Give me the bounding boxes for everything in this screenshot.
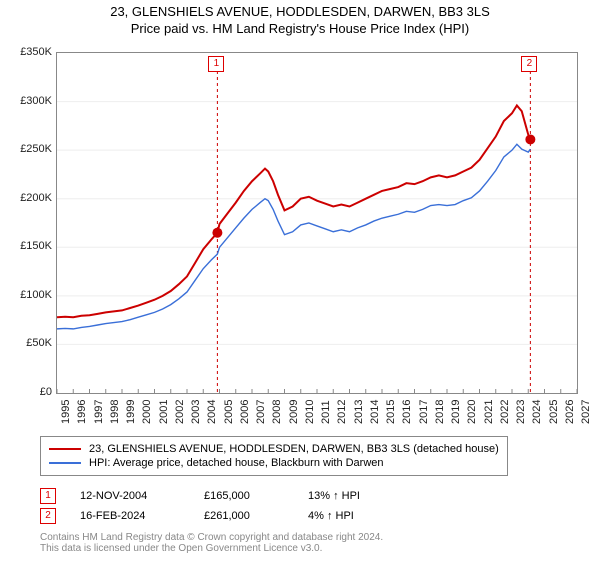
x-axis-tick-label: 2004 bbox=[206, 400, 218, 424]
x-axis-tick-label: 1999 bbox=[125, 400, 137, 424]
title-address: 23, GLENSHIELS AVENUE, HODDLESDEN, DARWE… bbox=[0, 4, 600, 19]
transactions-table: 1 12-NOV-2004 £165,000 13% ↑ HPI 2 16-FE… bbox=[40, 484, 388, 528]
legend-swatch-hpi bbox=[49, 462, 81, 464]
title-subtitle: Price paid vs. HM Land Registry's House … bbox=[0, 21, 600, 36]
legend-swatch-price-paid bbox=[49, 448, 81, 450]
x-axis-tick-label: 2025 bbox=[548, 400, 560, 424]
footer-line-2: This data is licensed under the Open Gov… bbox=[40, 543, 383, 554]
x-axis-tick-label: 2016 bbox=[401, 400, 413, 424]
legend-label-hpi: HPI: Average price, detached house, Blac… bbox=[89, 457, 384, 469]
x-axis-tick-label: 1996 bbox=[76, 400, 88, 424]
x-axis-tick-label: 2014 bbox=[369, 400, 381, 424]
x-axis-tick-label: 1997 bbox=[93, 400, 105, 424]
x-axis-tick-label: 2007 bbox=[255, 400, 267, 424]
legend-box: 23, GLENSHIELS AVENUE, HODDLESDEN, DARWE… bbox=[40, 436, 508, 476]
y-axis-tick-label: £150K bbox=[4, 240, 52, 252]
x-axis-tick-label: 2026 bbox=[564, 400, 576, 424]
x-axis-tick-label: 2020 bbox=[466, 400, 478, 424]
transaction-date: 12-NOV-2004 bbox=[80, 490, 180, 502]
x-axis-tick-label: 2002 bbox=[174, 400, 186, 424]
chart-area bbox=[56, 52, 578, 394]
x-axis-tick-label: 2009 bbox=[288, 400, 300, 424]
x-axis-tick-label: 2006 bbox=[239, 400, 251, 424]
x-axis-tick-label: 2013 bbox=[353, 400, 365, 424]
table-row: 2 16-FEB-2024 £261,000 4% ↑ HPI bbox=[40, 508, 388, 524]
x-axis-tick-label: 2012 bbox=[336, 400, 348, 424]
y-axis-tick-label: £200K bbox=[4, 192, 52, 204]
x-axis-tick-label: 2027 bbox=[580, 400, 592, 424]
x-axis-tick-label: 2010 bbox=[304, 400, 316, 424]
y-axis-tick-label: £0 bbox=[4, 386, 52, 398]
y-axis-tick-label: £100K bbox=[4, 289, 52, 301]
table-row: 1 12-NOV-2004 £165,000 13% ↑ HPI bbox=[40, 488, 388, 504]
x-axis-tick-label: 2000 bbox=[141, 400, 153, 424]
event-marker-icon: 1 bbox=[208, 56, 224, 72]
transaction-price: £261,000 bbox=[204, 510, 284, 522]
x-axis-tick-label: 2023 bbox=[515, 400, 527, 424]
legend-row-hpi: HPI: Average price, detached house, Blac… bbox=[49, 457, 499, 469]
y-axis-tick-label: £350K bbox=[4, 46, 52, 58]
transaction-hpi-delta: 13% ↑ HPI bbox=[308, 490, 388, 502]
y-axis-tick-label: £250K bbox=[4, 143, 52, 155]
x-axis-tick-label: 2024 bbox=[531, 400, 543, 424]
transaction-marker-icon: 2 bbox=[40, 508, 56, 524]
transaction-price: £165,000 bbox=[204, 490, 284, 502]
x-axis-tick-label: 2018 bbox=[434, 400, 446, 424]
x-axis-tick-label: 1995 bbox=[60, 400, 72, 424]
transaction-marker-icon: 1 bbox=[40, 488, 56, 504]
y-axis-tick-label: £300K bbox=[4, 95, 52, 107]
x-axis-tick-label: 2017 bbox=[418, 400, 430, 424]
x-axis-tick-label: 2008 bbox=[271, 400, 283, 424]
x-axis-tick-label: 1998 bbox=[109, 400, 121, 424]
legend-row-price-paid: 23, GLENSHIELS AVENUE, HODDLESDEN, DARWE… bbox=[49, 443, 499, 455]
footer-line-1: Contains HM Land Registry data © Crown c… bbox=[40, 532, 383, 543]
x-axis-tick-label: 2019 bbox=[450, 400, 462, 424]
x-axis-tick-label: 2021 bbox=[483, 400, 495, 424]
chart-svg bbox=[57, 53, 577, 393]
transaction-hpi-delta: 4% ↑ HPI bbox=[308, 510, 388, 522]
x-axis-tick-label: 2015 bbox=[385, 400, 397, 424]
x-axis-tick-label: 2003 bbox=[190, 400, 202, 424]
transaction-date: 16-FEB-2024 bbox=[80, 510, 180, 522]
y-axis-tick-label: £50K bbox=[4, 337, 52, 349]
legend-label-price-paid: 23, GLENSHIELS AVENUE, HODDLESDEN, DARWE… bbox=[89, 443, 499, 455]
x-axis-tick-label: 2022 bbox=[499, 400, 511, 424]
x-axis-tick-label: 2005 bbox=[223, 400, 235, 424]
license-footer: Contains HM Land Registry data © Crown c… bbox=[40, 532, 383, 554]
x-axis-tick-label: 2001 bbox=[158, 400, 170, 424]
event-marker-icon: 2 bbox=[521, 56, 537, 72]
x-axis-tick-label: 2011 bbox=[320, 400, 332, 424]
